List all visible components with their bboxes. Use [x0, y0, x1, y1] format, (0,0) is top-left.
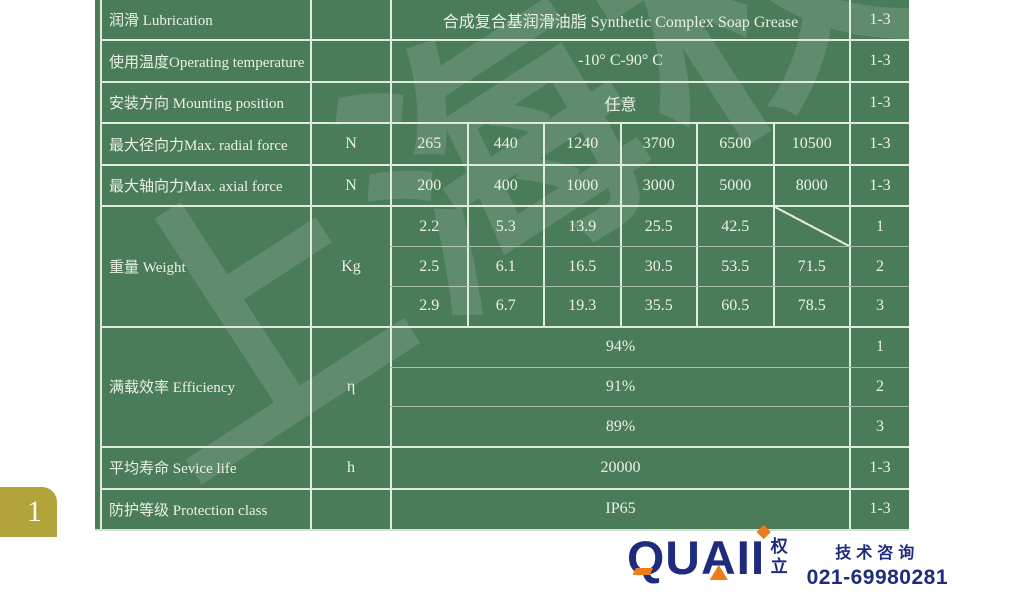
value-cell: 30.5 — [619, 247, 697, 286]
value-cell: 6.7 — [466, 286, 544, 326]
weight-subrows: 2.2 5.3 13.9 25.5 42.5 1 2.5 6.1 16.5 30… — [390, 207, 909, 326]
value-cell: 2.9 — [390, 286, 467, 326]
efficiency-subrows: 94% 1 91% 2 89% 3 — [390, 327, 909, 447]
class-cell: 1-3 — [849, 489, 909, 529]
value-cell: 5000 — [696, 165, 773, 206]
unit-cell: h — [310, 448, 390, 488]
unit-cell: η — [310, 327, 390, 447]
value-cell: 6.1 — [466, 247, 544, 286]
page-number-tab: 1 — [0, 487, 57, 537]
value-cell: 35.5 — [619, 286, 697, 326]
unit-cell: N — [310, 165, 390, 206]
unit-cell: Kg — [310, 207, 390, 326]
row-label: 安装方向 Mounting position — [100, 82, 310, 123]
value-cell: 53.5 — [696, 247, 773, 286]
value-cell: 200 — [390, 165, 467, 206]
value-cell: 91% — [390, 367, 849, 407]
weight-subrow-3: 2.9 6.7 19.3 35.5 60.5 78.5 3 — [390, 285, 909, 326]
unit-cell-empty — [310, 41, 390, 81]
unit-cell-empty — [310, 489, 390, 529]
value-cell: 400 — [466, 165, 544, 206]
logo-q-tongue-icon — [632, 568, 654, 575]
row-max-radial-force: 最大径向力Max. radial force N 265 440 1240 37… — [100, 122, 909, 164]
row-label: 使用温度Operating temperature — [100, 41, 310, 81]
class-cell: 3 — [849, 407, 909, 447]
value-cell: 3000 — [619, 165, 697, 206]
row-max-axial-force: 最大轴向力Max. axial force N 200 400 1000 300… — [100, 163, 909, 206]
row-lubrication: 润滑 Lubrication 合成复合基润滑油脂 Synthetic Compl… — [100, 0, 909, 40]
contact-block: 技术咨询 021-69980281 — [807, 539, 948, 590]
class-cell: 1-3 — [849, 82, 909, 123]
value-cell: 10500 — [772, 124, 850, 164]
logo-a-triangle-icon — [709, 565, 728, 580]
class-cell: 1-3 — [849, 41, 909, 81]
row-operating-temperature: 使用温度Operating temperature -10° C-90° C 1… — [100, 39, 909, 81]
unit-cell-empty — [310, 0, 390, 40]
row-service-life: 平均寿命 Sevice life h 20000 1-3 — [100, 446, 909, 488]
class-cell: 2 — [849, 247, 909, 286]
value-cell: IP65 — [390, 489, 849, 529]
class-cell: 1-3 — [849, 124, 909, 164]
value-cell: 任意 — [390, 82, 849, 123]
value-cell: 5.3 — [466, 207, 544, 247]
class-cell: 1-3 — [849, 165, 909, 206]
weight-subrow-1: 2.2 5.3 13.9 25.5 42.5 1 — [390, 207, 909, 247]
value-cell: 6500 — [696, 124, 773, 164]
efficiency-subrow-2: 91% 2 — [390, 366, 909, 407]
unit-cell-empty — [310, 82, 390, 123]
value-cell: 13.9 — [543, 207, 620, 247]
row-label: 最大径向力Max. radial force — [100, 124, 310, 164]
value-cell: 19.3 — [543, 286, 620, 326]
brand-wordmark: QUAII — [627, 531, 766, 584]
page-number: 1 — [27, 495, 42, 528]
row-label: 重量 Weight — [100, 207, 310, 326]
value-cell: 1240 — [543, 124, 620, 164]
unit-cell: N — [310, 124, 390, 164]
value-cell: 1000 — [543, 165, 620, 206]
footer-logo-block: QUAII 权立 技术咨询 021-69980281 — [627, 524, 948, 590]
value-cell: 16.5 — [543, 247, 620, 286]
value-cell: 3700 — [619, 124, 697, 164]
value-cell: 25.5 — [619, 207, 697, 247]
group-weight: 重量 Weight Kg 2.2 5.3 13.9 25.5 42.5 1 2.… — [100, 205, 909, 326]
value-cell: 42.5 — [696, 207, 773, 247]
row-mounting-position: 安装方向 Mounting position 任意 1-3 — [100, 80, 909, 123]
value-cell: -10° C-90° C — [390, 41, 849, 81]
value-cell: 8000 — [772, 165, 850, 206]
class-cell: 1 — [849, 207, 909, 247]
efficiency-subrow-1: 94% 1 — [390, 327, 909, 367]
contact-tagline: 技术咨询 — [835, 545, 920, 562]
value-cell: 20000 — [390, 448, 849, 488]
weight-subrow-2: 2.5 6.1 16.5 30.5 53.5 71.5 2 — [390, 246, 909, 286]
class-cell: 1 — [849, 327, 909, 367]
brand-chinese-name: 权立 — [767, 537, 787, 577]
class-cell: 3 — [849, 286, 909, 326]
contact-phone: 021-69980281 — [806, 566, 949, 589]
value-cell: 265 — [390, 124, 467, 164]
row-label: 防护等级 Protection class — [100, 489, 310, 529]
spec-table: 润滑 Lubrication 合成复合基润滑油脂 Synthetic Compl… — [95, 0, 909, 531]
row-label: 最大轴向力Max. axial force — [100, 165, 310, 206]
class-cell: 1-3 — [849, 0, 909, 40]
value-cell: 78.5 — [772, 286, 850, 326]
row-label: 满载效率 Efficiency — [100, 327, 310, 447]
value-cell: 2.2 — [390, 207, 467, 247]
row-label: 润滑 Lubrication — [100, 0, 310, 40]
diagonal-empty-cell — [772, 207, 849, 247]
row-label: 平均寿命 Sevice life — [100, 448, 310, 488]
class-cell: 2 — [849, 367, 909, 407]
row-protection-class: 防护等级 Protection class IP65 1-3 — [100, 487, 909, 529]
value-cell: 94% — [390, 327, 849, 367]
value-cell: 60.5 — [696, 286, 773, 326]
group-efficiency: 满载效率 Efficiency η 94% 1 91% 2 89% 3 — [100, 325, 909, 447]
efficiency-subrow-3: 89% 3 — [390, 406, 909, 447]
class-cell: 1-3 — [849, 448, 909, 488]
value-cell: 71.5 — [772, 247, 850, 286]
value-cell: 440 — [466, 124, 544, 164]
value-cell: 合成复合基润滑油脂 Synthetic Complex Soap Grease — [390, 0, 849, 40]
value-cell: 89% — [390, 407, 849, 447]
brand-logo: QUAII — [627, 524, 771, 584]
value-cell: 2.5 — [390, 247, 467, 286]
